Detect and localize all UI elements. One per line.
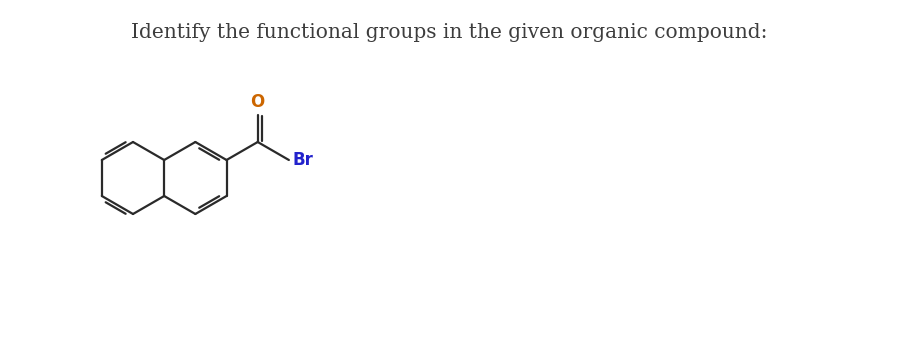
Text: Identify the functional groups in the given organic compound:: Identify the functional groups in the gi… [131,23,767,42]
Text: Br: Br [293,151,313,169]
Text: O: O [251,93,265,111]
